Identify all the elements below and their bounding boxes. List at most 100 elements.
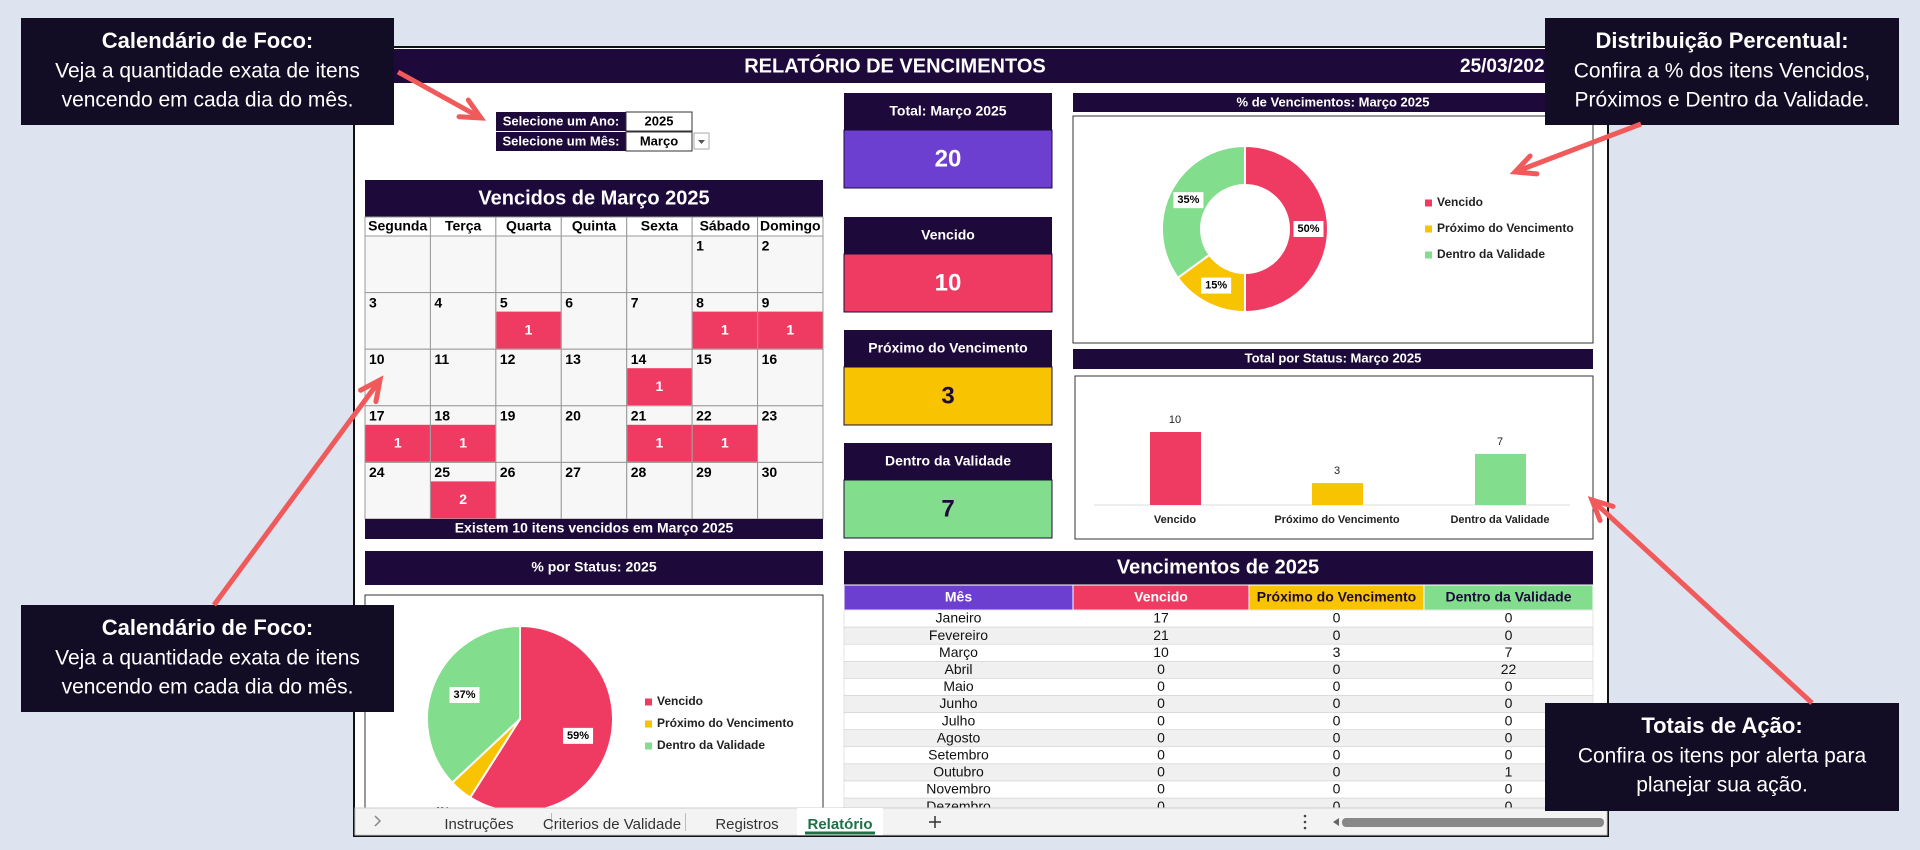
- bar: [1150, 432, 1201, 505]
- kpi-label: Vencido: [921, 227, 975, 243]
- table-header: Dentro da Validade: [1445, 589, 1571, 605]
- kpi-label: Total: Março 2025: [889, 103, 1006, 119]
- calendar-count: 1: [721, 321, 729, 337]
- table-cell: 0: [1333, 661, 1341, 677]
- table-cell: 0: [1333, 764, 1341, 780]
- x-tick-label: Dentro da Validade: [1450, 514, 1549, 526]
- table-cell: 1: [1505, 764, 1513, 780]
- table-header: Vencido: [1134, 589, 1188, 605]
- calendar-cell: [560, 235, 628, 294]
- data-label-box: [449, 686, 480, 703]
- table-cell: Março: [939, 644, 978, 660]
- calendar-day: 13: [565, 351, 581, 367]
- sheet-tab[interactable]: Relatório: [807, 816, 872, 833]
- calendar-day: 1: [696, 238, 704, 254]
- donut-slice: [1161, 144, 1246, 280]
- table-cell: 0: [1505, 729, 1513, 745]
- calendar-count: 1: [394, 435, 402, 451]
- data-label: 4%: [434, 805, 450, 817]
- chart-title-bar: [1073, 349, 1593, 369]
- data-label: 59%: [567, 730, 589, 742]
- kpi-value: 10: [935, 269, 962, 296]
- data-label: 50%: [1297, 223, 1319, 235]
- legend-label: Próximo do Vencimento: [657, 716, 794, 730]
- table-cell: 0: [1157, 661, 1165, 677]
- table-cell: Julho: [942, 712, 976, 728]
- callout-arrowhead: [1509, 153, 1540, 177]
- bar-value-label: 3: [1334, 465, 1340, 477]
- table-header: Próximo do Vencimento: [1257, 589, 1416, 605]
- table-title: Vencimentos de 2025: [1117, 556, 1319, 578]
- sheet-content: RELATÓRIO DE VENCIMENTOS 25/03/2025 Seleci…: [355, 49, 1607, 817]
- callout-box: [1545, 18, 1899, 125]
- calendar-day: 17: [369, 408, 385, 424]
- table-cell: 0: [1333, 729, 1341, 745]
- callout-arrow: [396, 69, 483, 121]
- calendar-day: 30: [762, 464, 778, 480]
- callout-arrow: [211, 378, 383, 607]
- calendar-count-cell: [496, 311, 561, 349]
- table-cell: 3: [1333, 644, 1341, 660]
- tab-active: [797, 808, 883, 835]
- calendar-count-cell: [627, 424, 692, 462]
- legend-label: Dentro da Validade: [657, 738, 765, 752]
- table-cell: 21: [1153, 627, 1169, 643]
- calendar-day: 15: [696, 351, 712, 367]
- data-label: 37%: [454, 689, 476, 701]
- calendar-day: 28: [631, 464, 647, 480]
- table-cell: 0: [1157, 798, 1165, 814]
- sheet-tab[interactable]: Criterios de Validade: [543, 816, 681, 833]
- callout-text: Confira os itens por alerta para: [1578, 745, 1867, 768]
- table-cell: 0: [1333, 747, 1341, 763]
- callout-box: [21, 18, 394, 125]
- table-cell: 0: [1333, 712, 1341, 728]
- table-cell: 7: [1505, 644, 1513, 660]
- legend-swatch: [1425, 199, 1432, 207]
- callout-text: vencendo em cada dia do mês.: [62, 89, 354, 112]
- table-cell: Novembro: [926, 781, 991, 797]
- calendar-count-cell: [692, 424, 758, 462]
- calendar-count: 1: [656, 435, 664, 451]
- table-header: Mês: [945, 589, 972, 605]
- calendar-cell: [429, 292, 497, 350]
- calendar-day: 14: [631, 351, 647, 367]
- calendar-day: 27: [565, 464, 581, 480]
- weekday-label: Domingo: [760, 218, 821, 234]
- pie-slice: [468, 624, 614, 808]
- kpi-label-bar: [844, 93, 1052, 130]
- sheet-tab[interactable]: Registros: [715, 816, 778, 833]
- calendar-day: 22: [696, 408, 712, 424]
- table-cell: 0: [1333, 798, 1341, 814]
- calendar-count: 1: [656, 378, 664, 394]
- calendar-cell: [560, 292, 628, 350]
- table-cell: 10: [1153, 644, 1169, 660]
- table-cell: Dezembro: [926, 798, 991, 814]
- calendar-count: 1: [786, 321, 794, 337]
- chart-title-bar: [1073, 93, 1593, 112]
- calendar-day: 18: [434, 408, 450, 424]
- x-tick-label: Próximo do Vencimento: [1274, 514, 1400, 526]
- calendar-footer-bar: [365, 519, 823, 539]
- menu-dot: [1303, 814, 1307, 818]
- chart-title: % de Vencimentos: Março 2025: [1237, 94, 1430, 109]
- data-label-box: [563, 727, 594, 744]
- sheet-tab[interactable]: Instruções: [444, 816, 513, 833]
- bar-value-label: 10: [1169, 414, 1181, 426]
- calendar-cell: [560, 405, 628, 463]
- calendar-day: 7: [631, 294, 639, 310]
- calendar-title: Vencidos de Março 2025: [478, 187, 709, 209]
- table-cell: Junho: [939, 695, 977, 711]
- calendar-day: 12: [500, 351, 516, 367]
- data-label-box: [1201, 277, 1232, 294]
- table-cell: 22: [1501, 661, 1517, 677]
- callout-text: planejar sua ação.: [1636, 774, 1808, 797]
- selector-value-cell: [625, 111, 693, 132]
- bar: [1312, 483, 1363, 505]
- table-cell: 0: [1505, 627, 1513, 643]
- callout-text: Veja a quantidade exata de itens: [55, 60, 360, 83]
- kpi-value-box: [843, 479, 1053, 539]
- table-cell: 0: [1157, 764, 1165, 780]
- calendar-day: 6: [565, 294, 573, 310]
